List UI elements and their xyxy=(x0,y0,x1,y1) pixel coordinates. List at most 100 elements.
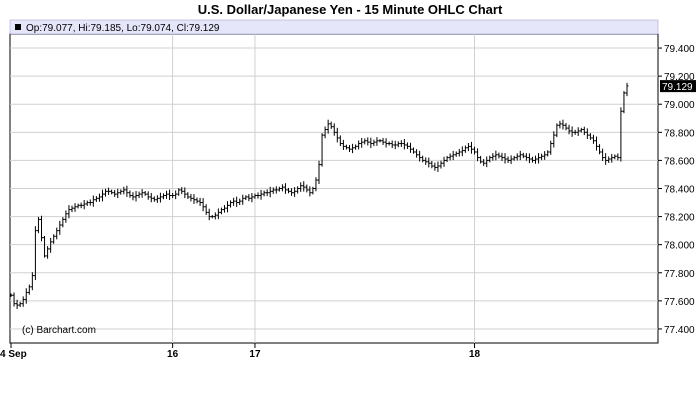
ohlc-bar xyxy=(604,153,608,165)
ohlc-bar xyxy=(549,140,553,155)
ohlc-bar xyxy=(479,155,483,164)
ohlc-bar xyxy=(390,140,394,149)
ohlc-bar xyxy=(70,205,74,213)
ohlc-bar xyxy=(616,153,620,161)
ohlc-bar xyxy=(613,154,617,160)
ohlc-bar xyxy=(207,208,211,221)
ohlc-bar xyxy=(15,299,19,310)
ohlc-bar xyxy=(82,200,86,210)
ohlc-bar xyxy=(524,153,528,161)
ohlc-bar xyxy=(125,185,129,197)
ohlc-bar xyxy=(521,152,525,159)
ohlc-bar xyxy=(454,151,458,157)
ohlc-bar xyxy=(509,155,513,165)
ohlc-bar xyxy=(222,205,226,213)
ohlc-bar xyxy=(302,181,306,192)
ohlc-bar xyxy=(619,107,623,162)
ohlc-bar xyxy=(268,186,272,198)
ohlc-bar xyxy=(466,142,470,152)
ohlc-bar xyxy=(247,194,251,202)
y-tick-label: 78.800 xyxy=(664,128,695,139)
ohlc-summary-marker xyxy=(15,24,21,30)
ohlc-bar xyxy=(543,151,547,160)
ohlc-bar xyxy=(262,190,266,197)
ohlc-bar xyxy=(347,144,351,152)
y-tick-label: 79.400 xyxy=(664,44,695,55)
ohlc-bar xyxy=(143,191,147,196)
ohlc-bar xyxy=(558,120,562,129)
ohlc-bar xyxy=(137,191,141,199)
ohlc-bar xyxy=(195,197,199,204)
ohlc-bar xyxy=(155,195,159,203)
ohlc-bar xyxy=(21,296,25,307)
ohlc-bar xyxy=(530,156,534,163)
ohlc-bar xyxy=(39,215,43,242)
ohlc-bars xyxy=(9,82,629,310)
ohlc-bar xyxy=(311,186,315,195)
ohlc-bar xyxy=(97,193,101,202)
ohlc-bar xyxy=(588,133,592,140)
ohlc-bar xyxy=(527,153,531,164)
ohlc-bar xyxy=(366,137,370,146)
ohlc-bar xyxy=(177,188,181,196)
ohlc-bar xyxy=(180,187,184,195)
ohlc-bar xyxy=(369,137,373,149)
ohlc-bar xyxy=(210,214,214,219)
ohlc-bar xyxy=(67,205,71,219)
ohlc-bar xyxy=(128,190,132,198)
last-price-label: 79.129 xyxy=(662,82,693,93)
ohlc-bar xyxy=(186,192,190,199)
ohlc-bar xyxy=(360,137,364,148)
ohlc-bar xyxy=(595,136,599,151)
ohlc-bar xyxy=(46,246,50,259)
ohlc-bar xyxy=(573,129,577,135)
ohlc-bar xyxy=(610,153,614,163)
ohlc-bar xyxy=(308,186,312,197)
ohlc-bar xyxy=(552,131,556,148)
ohlc-bar xyxy=(88,199,92,206)
ohlc-bar xyxy=(277,186,281,192)
ohlc-bar xyxy=(491,153,495,161)
ohlc-bar xyxy=(332,123,336,136)
ohlc-bar xyxy=(354,144,358,150)
ohlc-bar xyxy=(229,200,233,208)
ohlc-bar xyxy=(283,183,287,194)
ohlc-bar xyxy=(576,127,580,136)
ohlc-bar xyxy=(460,146,464,157)
ohlc-bar xyxy=(296,186,300,194)
ohlc-bar xyxy=(540,153,544,161)
ohlc-bar xyxy=(433,162,437,171)
ohlc-bar xyxy=(598,144,602,155)
ohlc-bar xyxy=(259,189,263,200)
ohlc-bar xyxy=(43,235,47,258)
x-tick-label: 18 xyxy=(469,349,481,360)
ohlc-bar xyxy=(33,226,37,281)
ohlc-bar xyxy=(104,188,108,197)
ohlc-bar xyxy=(570,126,574,137)
ohlc-bar xyxy=(500,152,504,161)
ohlc-bar xyxy=(91,195,95,207)
ohlc-bar xyxy=(73,203,77,212)
ohlc-bar xyxy=(122,186,126,195)
ohlc-bar xyxy=(100,189,104,202)
ohlc-bar xyxy=(445,155,449,163)
ohlc-bar xyxy=(430,160,434,169)
ohlc-bar xyxy=(290,188,294,196)
ohlc-bar xyxy=(518,150,522,161)
ohlc-bar xyxy=(363,138,367,145)
ohlc-bar xyxy=(378,139,382,143)
ohlc-bar xyxy=(165,190,169,199)
ohlc-bar xyxy=(442,156,446,167)
ohlc-bar xyxy=(134,191,138,202)
y-tick-label: 79.000 xyxy=(664,100,695,111)
x-tick-label: 4 Sep xyxy=(0,349,27,360)
ohlc-bar xyxy=(12,292,16,307)
ohlc-bar xyxy=(113,189,117,197)
ohlc-bar xyxy=(408,142,412,153)
ohlc-bar xyxy=(326,119,330,134)
ohlc-bar xyxy=(204,204,208,215)
ohlc-bar xyxy=(451,150,455,161)
ohlc-bar xyxy=(506,156,510,163)
x-tick-label: 16 xyxy=(167,349,179,360)
